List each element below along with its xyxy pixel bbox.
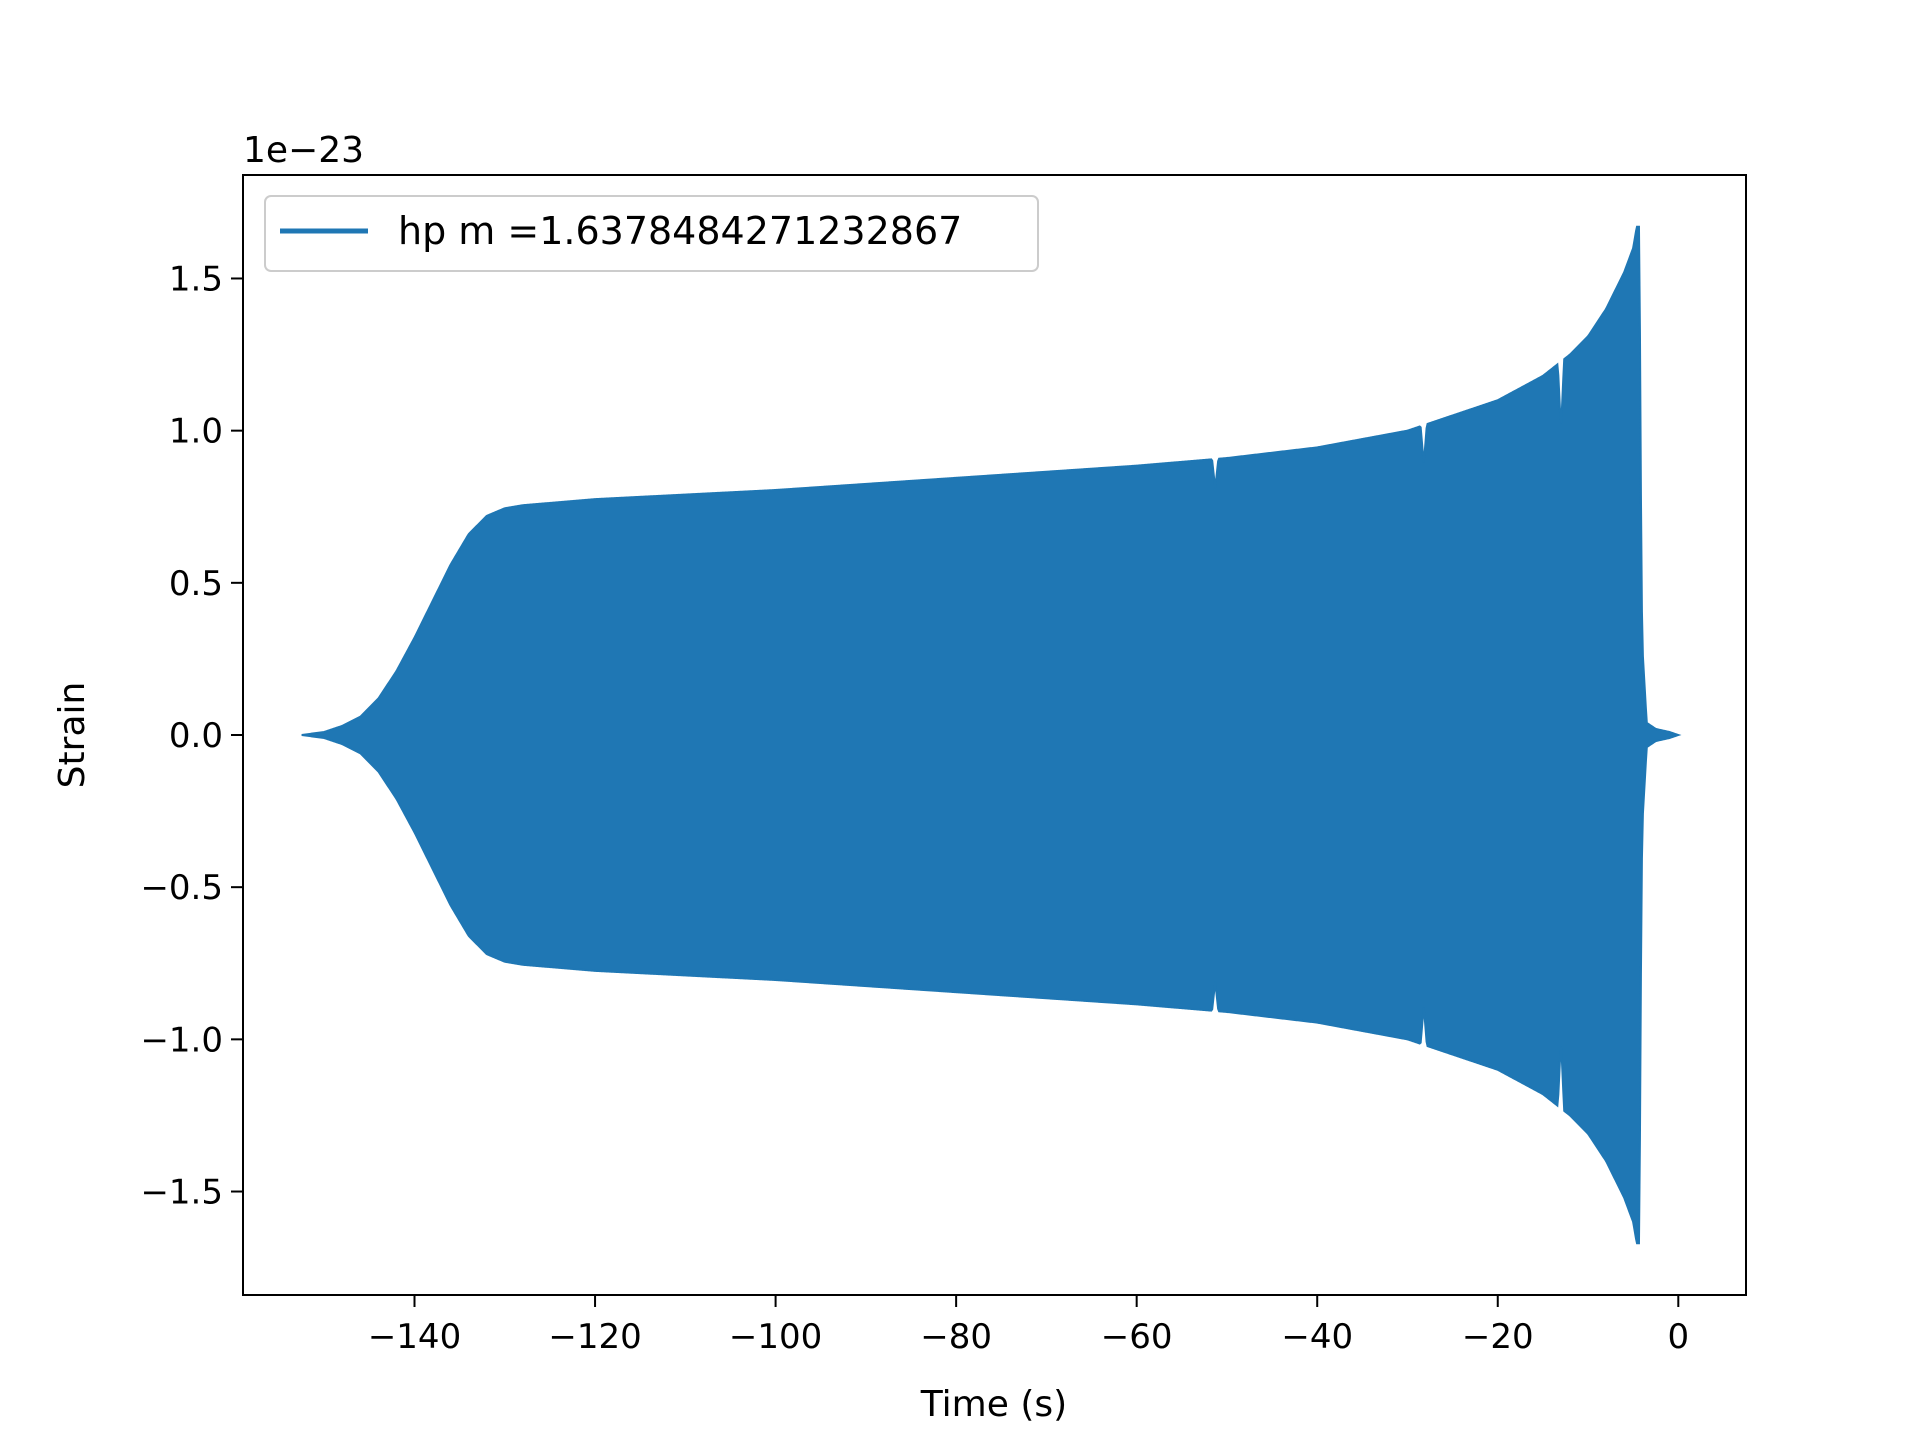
- x-tick-label: −60: [1101, 1317, 1173, 1357]
- y-tick-label: −1.0: [140, 1020, 223, 1060]
- y-axis-ticks: −1.5 −1.0 −0.5 0.0 0.5 1.0 1.5: [140, 259, 243, 1213]
- x-tick-label: −40: [1281, 1317, 1353, 1357]
- legend[interactable]: hp m =1.6378484271232867: [264, 195, 1039, 272]
- legend-box: [264, 195, 1039, 272]
- y-tick-label: 1.0: [169, 412, 223, 452]
- x-tick-label: −100: [729, 1317, 822, 1357]
- x-tick-label: −140: [368, 1317, 461, 1357]
- y-axis-label: Strain: [52, 682, 93, 789]
- x-tick-label: 0: [1667, 1317, 1689, 1357]
- y-tick-label: 1.5: [169, 259, 223, 299]
- x-tick-label: −20: [1462, 1317, 1534, 1357]
- x-tick-label: −80: [920, 1317, 992, 1357]
- strain-waveform-series: [301, 225, 1682, 1245]
- plot-area: [301, 225, 1682, 1245]
- y-tick-label: −0.5: [140, 868, 223, 908]
- y-tick-label: 0.0: [169, 716, 223, 756]
- legend-series-label: hp m =1.6378484271232867: [398, 209, 962, 253]
- x-axis-label: Time (s): [920, 1384, 1067, 1425]
- x-axis-ticks: −140 −120 −100 −80 −60 −40 −20 0: [368, 1295, 1689, 1357]
- y-tick-label: 0.5: [169, 564, 223, 604]
- y-axis-offset-label: 1e−23: [243, 130, 364, 171]
- y-tick-label: −1.5: [140, 1173, 223, 1213]
- x-tick-label: −120: [548, 1317, 641, 1357]
